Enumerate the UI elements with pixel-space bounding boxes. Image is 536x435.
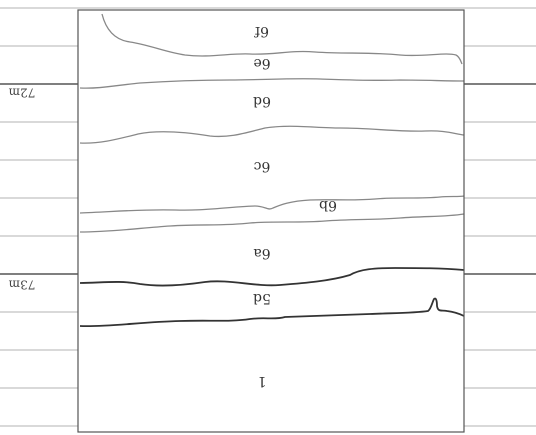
layer-label-5d: 5d [253,290,271,306]
depth-label-72m: 72m [8,86,35,100]
layer-label-6c: 6c [253,158,270,174]
boundary-line [79,78,465,89]
layer-label-6a: 6a [253,245,270,261]
layer-boundaries [79,13,465,328]
layer-label-1: 1 [258,373,267,389]
layer-labels: 6f 6e 6d 6c 6b 6a 5d 1 [253,23,337,389]
section-panel [78,10,464,432]
depth-label-73m: 73m [8,278,35,292]
boundary-line [79,195,465,214]
layer-label-6d: 6d [253,93,271,109]
layer-label-6f: 6f [253,23,269,39]
depth-labels: 72m 73m [8,86,35,292]
boundary-line [79,125,465,144]
boundary-line [79,297,465,328]
layer-label-6b: 6b [319,197,337,213]
boundary-line [79,267,465,287]
layer-label-6e: 6e [253,55,270,71]
section-frame [77,9,465,433]
boundary-line [101,13,463,65]
boundary-line [79,213,465,233]
